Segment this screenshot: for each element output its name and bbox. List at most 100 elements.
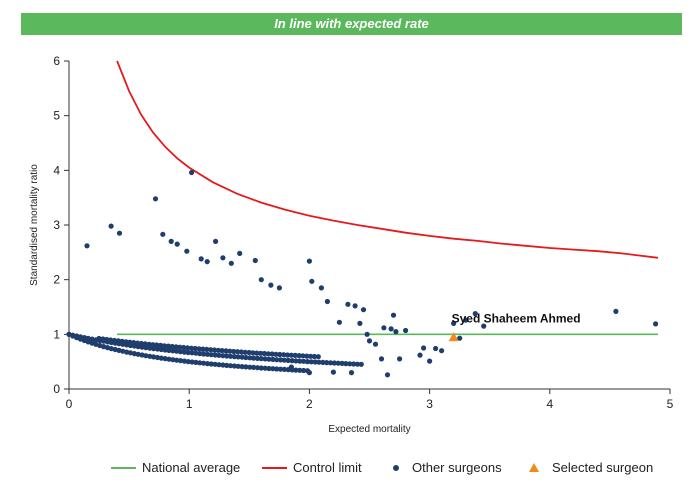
other-surgeon-point: [351, 361, 357, 367]
other-surgeon-point: [189, 350, 195, 356]
other-surgeon-point: [393, 329, 399, 335]
other-surgeon-point: [168, 238, 174, 244]
other-surgeon-point: [324, 360, 330, 366]
other-surgeon-point: [235, 354, 241, 360]
other-surgeon-point: [276, 285, 282, 291]
other-surgeon-point: [231, 363, 237, 369]
other-surgeon-point: [185, 349, 191, 356]
other-surgeon-point: [177, 349, 184, 355]
other-surgeon-point: [220, 255, 226, 261]
y-tick-label: 2: [53, 273, 60, 287]
other-surgeon-point: [174, 357, 180, 363]
other-surgeon-point: [330, 369, 336, 375]
other-surgeon-point: [181, 358, 187, 364]
other-surgeon-point: [312, 359, 318, 365]
other-surgeon-point: [451, 320, 457, 326]
y-tick-label: 3: [53, 218, 60, 232]
x-tick-label: 1: [186, 397, 193, 411]
other-surgeon-point: [165, 343, 171, 349]
other-surgeon-point: [306, 370, 312, 376]
other-surgeon-point: [427, 358, 433, 364]
other-surgeon-point: [104, 336, 110, 343]
other-surgeon-point: [306, 258, 312, 264]
other-surgeon-point: [247, 355, 253, 361]
other-surgeon-point: [270, 366, 276, 372]
legend-selected-surgeon-swatch: [529, 463, 539, 472]
other-surgeon-point: [160, 231, 166, 237]
other-surgeon-point: [215, 347, 221, 353]
other-surgeon-point: [252, 257, 258, 264]
other-surgeon-point: [127, 339, 133, 345]
other-surgeon-point: [417, 352, 423, 358]
legend-national-average-label: National average: [142, 460, 240, 475]
y-tick-label: 5: [53, 109, 60, 123]
other-surgeon-point: [296, 353, 302, 359]
legend-other-surgeons-swatch: [393, 465, 399, 471]
other-surgeon-point: [150, 342, 156, 348]
other-surgeon-point: [101, 344, 107, 350]
other-surgeon-point: [284, 352, 291, 358]
other-surgeon-point: [198, 256, 204, 262]
other-surgeon-point: [281, 357, 287, 363]
other-surgeon-point: [289, 358, 295, 364]
other-surgeon-point: [266, 365, 272, 372]
other-surgeon-point: [196, 346, 202, 352]
other-surgeon-point: [251, 364, 257, 370]
other-surgeon-point: [246, 349, 252, 356]
other-surgeon-point: [262, 356, 268, 362]
other-surgeon-point: [269, 351, 275, 357]
legend: National average Control limit Other surge…: [111, 460, 653, 475]
other-surgeon-point: [266, 356, 272, 362]
x-tick-label: 3: [426, 397, 433, 411]
other-surgeon-point: [70, 332, 76, 338]
other-surgeon-point: [138, 340, 144, 347]
other-surgeon-point: [201, 360, 207, 366]
other-surgeon-point: [278, 357, 284, 363]
other-surgeon-point: [261, 350, 267, 357]
other-surgeon-point: [100, 336, 106, 342]
other-surgeon-point: [366, 338, 373, 344]
legend-other-surgeons-label: Other surgeons: [412, 460, 502, 475]
other-surgeon-point: [151, 346, 157, 352]
other-surgeon-point: [258, 277, 264, 283]
other-surgeon-point: [388, 326, 394, 332]
other-surgeon-point: [439, 348, 445, 354]
other-surgeon-point: [142, 341, 148, 347]
other-surgeon-point: [158, 355, 164, 361]
other-surgeon-point: [237, 250, 243, 256]
other-surgeon-point: [151, 354, 157, 360]
other-surgeon-point: [285, 357, 291, 363]
other-surgeon-point: [201, 351, 207, 357]
other-surgeon-point: [123, 339, 129, 345]
other-surgeon-point: [347, 361, 353, 367]
other-surgeon-point: [185, 359, 191, 365]
other-surgeon-point: [166, 356, 172, 362]
other-surgeon-point: [189, 359, 195, 365]
other-surgeon-point: [154, 346, 161, 352]
other-surgeon-point: [174, 241, 180, 247]
other-surgeon-point: [378, 356, 385, 362]
other-surgeon-point: [278, 366, 284, 372]
other-surgeon-point: [161, 343, 167, 349]
series-layer: Syed Shaheem Ahmed: [66, 60, 659, 378]
other-surgeon-point: [403, 327, 409, 334]
other-surgeon-point: [384, 372, 391, 378]
other-surgeon-point: [84, 243, 90, 249]
other-surgeon-point: [119, 338, 125, 344]
other-surgeon-point: [169, 343, 175, 350]
other-surgeon-point: [315, 354, 321, 360]
legend-selected-surgeon-label: Selected surgeon: [552, 460, 653, 475]
other-surgeon-point: [174, 348, 180, 354]
control-limit-curve: [116, 60, 659, 259]
other-surgeon-point: [324, 298, 330, 305]
x-axis-title: Expected mortality: [328, 424, 410, 435]
other-surgeon-point: [111, 337, 117, 344]
other-surgeon-point: [316, 359, 322, 365]
other-surgeon-point: [258, 365, 264, 371]
other-surgeon-point: [227, 353, 234, 359]
other-surgeon-point: [235, 363, 241, 369]
other-surgeon-point: [318, 285, 324, 291]
other-surgeon-point: [108, 337, 114, 343]
other-surgeon-point: [254, 365, 261, 371]
other-surgeon-point: [204, 346, 210, 352]
